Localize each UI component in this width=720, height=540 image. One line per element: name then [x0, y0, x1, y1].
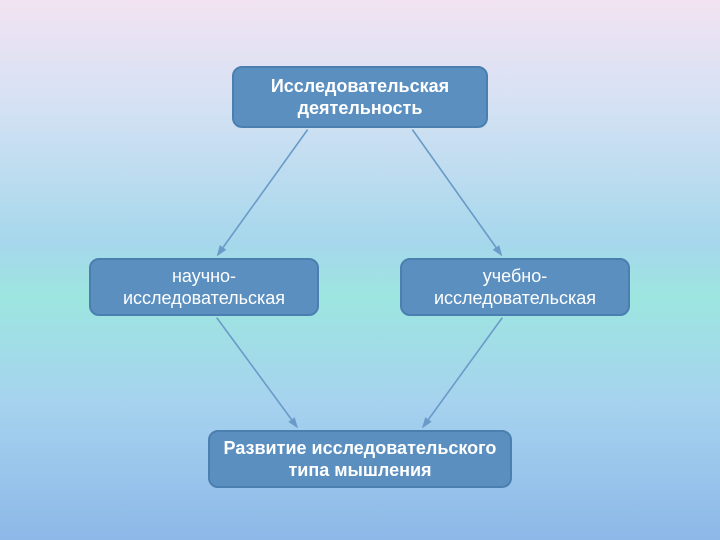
node-top: Исследовательская деятельность: [232, 66, 488, 128]
node-left: научно- исследовательская: [89, 258, 319, 316]
arrowhead-top-to-left: [217, 245, 227, 256]
edge-top-to-left: [223, 130, 308, 248]
node-left-label: научно- исследовательская: [123, 265, 285, 310]
node-right: учебно- исследовательская: [400, 258, 630, 316]
node-top-label: Исследовательская деятельность: [271, 75, 449, 120]
node-bottom: Развитие исследовательского типа мышлени…: [208, 430, 512, 488]
arrowhead-top-to-right: [493, 245, 503, 256]
diagram-canvas: Исследовательская деятельность научно- ис…: [0, 0, 720, 540]
arrowhead-right-to-bottom: [422, 417, 432, 428]
node-bottom-label: Развитие исследовательского типа мышлени…: [224, 437, 497, 482]
edge-right-to-bottom: [428, 318, 502, 420]
arrowhead-left-to-bottom: [288, 417, 298, 428]
node-right-label: учебно- исследовательская: [434, 265, 596, 310]
edge-top-to-right: [412, 130, 496, 248]
edge-left-to-bottom: [217, 318, 292, 420]
